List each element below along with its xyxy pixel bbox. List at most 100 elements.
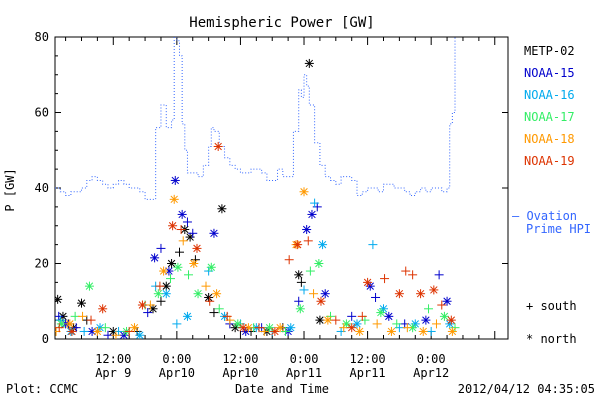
south-point	[259, 326, 269, 336]
south-point	[222, 311, 232, 321]
footer-x-axis-label: Date and Time	[235, 382, 329, 396]
north-point	[446, 315, 456, 325]
north-point	[386, 326, 396, 336]
south-point	[401, 266, 411, 276]
north-point	[185, 232, 195, 242]
north-point	[213, 141, 223, 151]
south-point	[312, 202, 322, 212]
south-point	[184, 270, 194, 280]
south-point	[400, 319, 410, 329]
north-point	[294, 270, 304, 280]
north-point	[182, 311, 192, 321]
north-point	[206, 262, 216, 272]
south-point	[331, 315, 341, 325]
south-point	[368, 240, 378, 250]
south-point	[431, 319, 441, 329]
south-point	[310, 198, 320, 208]
north-point	[189, 259, 199, 268]
north-point	[177, 209, 187, 219]
south-point	[79, 326, 89, 336]
north-point	[148, 304, 158, 314]
y-tick-label: 80	[35, 30, 49, 44]
legend-entry: METP-02	[524, 44, 575, 58]
south-point	[111, 330, 121, 339]
north-point	[167, 259, 177, 268]
north-point	[84, 281, 94, 291]
south-point	[424, 304, 434, 314]
footer-plot-credit: Plot: CCMC	[6, 382, 78, 396]
y-tick-label: 0	[42, 332, 49, 346]
y-tick-label: 20	[35, 257, 49, 271]
legend-entry: NOAA-15	[524, 66, 575, 80]
south-point	[156, 296, 166, 306]
south-point	[209, 308, 219, 318]
south-point	[71, 323, 81, 333]
y-tick-label: 40	[35, 181, 49, 195]
x-tick-date-label: Apr 9	[95, 366, 131, 380]
south-point	[380, 274, 390, 284]
north-point	[295, 304, 305, 314]
south-point	[392, 319, 402, 329]
south-point	[182, 217, 192, 227]
north-point	[318, 240, 328, 250]
north-point	[137, 300, 147, 310]
north-point	[230, 323, 240, 333]
legend-entry: NOAA-17	[524, 110, 575, 124]
south-point	[86, 315, 96, 325]
north-point	[352, 319, 362, 329]
south-point	[408, 270, 418, 280]
legend-entry: NOAA-16	[524, 88, 575, 102]
south-point	[305, 266, 315, 276]
north-point	[286, 323, 296, 333]
north-point	[302, 225, 312, 235]
south-point	[336, 326, 346, 336]
north-point	[363, 277, 373, 287]
south-point	[114, 326, 124, 336]
south-point	[339, 323, 349, 333]
north-point	[98, 304, 108, 314]
y-axis-label: P [GW]	[3, 168, 17, 211]
south-point	[172, 319, 182, 329]
north-point	[76, 298, 86, 308]
south-point	[371, 292, 381, 302]
south-point	[175, 247, 185, 257]
south-point	[402, 323, 412, 333]
north-point	[67, 326, 77, 336]
north-point	[376, 308, 386, 318]
north-point	[87, 326, 97, 336]
north-point	[135, 330, 145, 339]
north-point	[408, 323, 418, 333]
south-point	[176, 225, 186, 235]
north-point	[164, 266, 174, 276]
legend: METP-02 NOAA-15 NOAA-16 NOAA-17 NOAA-18 NOAA-…	[512, 44, 591, 346]
footer-timestamp: 2012/04/12 04:35:05	[458, 382, 595, 396]
south-point	[190, 255, 200, 265]
south-point	[280, 326, 290, 336]
north-point	[56, 319, 66, 329]
north-point	[315, 315, 325, 325]
south-point	[124, 326, 134, 336]
x-tick-date-label: Apr10	[222, 366, 258, 380]
north-point	[169, 194, 179, 204]
south-point	[254, 323, 264, 333]
chart-title: Hemispheric Power [GW]	[189, 15, 374, 31]
south-point	[434, 270, 444, 280]
south-point	[294, 296, 304, 306]
north-point	[92, 326, 102, 336]
south-point	[284, 255, 294, 265]
north-point	[347, 323, 357, 333]
north-point	[293, 240, 303, 250]
south-point	[55, 323, 64, 333]
legend-entry: NOAA-19	[524, 154, 575, 168]
south-point	[55, 311, 64, 321]
plot-series	[55, 37, 460, 339]
north-point	[129, 323, 139, 333]
x-tick-time-label: 0:00	[162, 352, 191, 366]
south-point	[78, 311, 88, 321]
north-point	[304, 58, 314, 68]
north-point	[320, 289, 330, 299]
south-point	[188, 228, 198, 238]
south-point	[357, 311, 367, 321]
